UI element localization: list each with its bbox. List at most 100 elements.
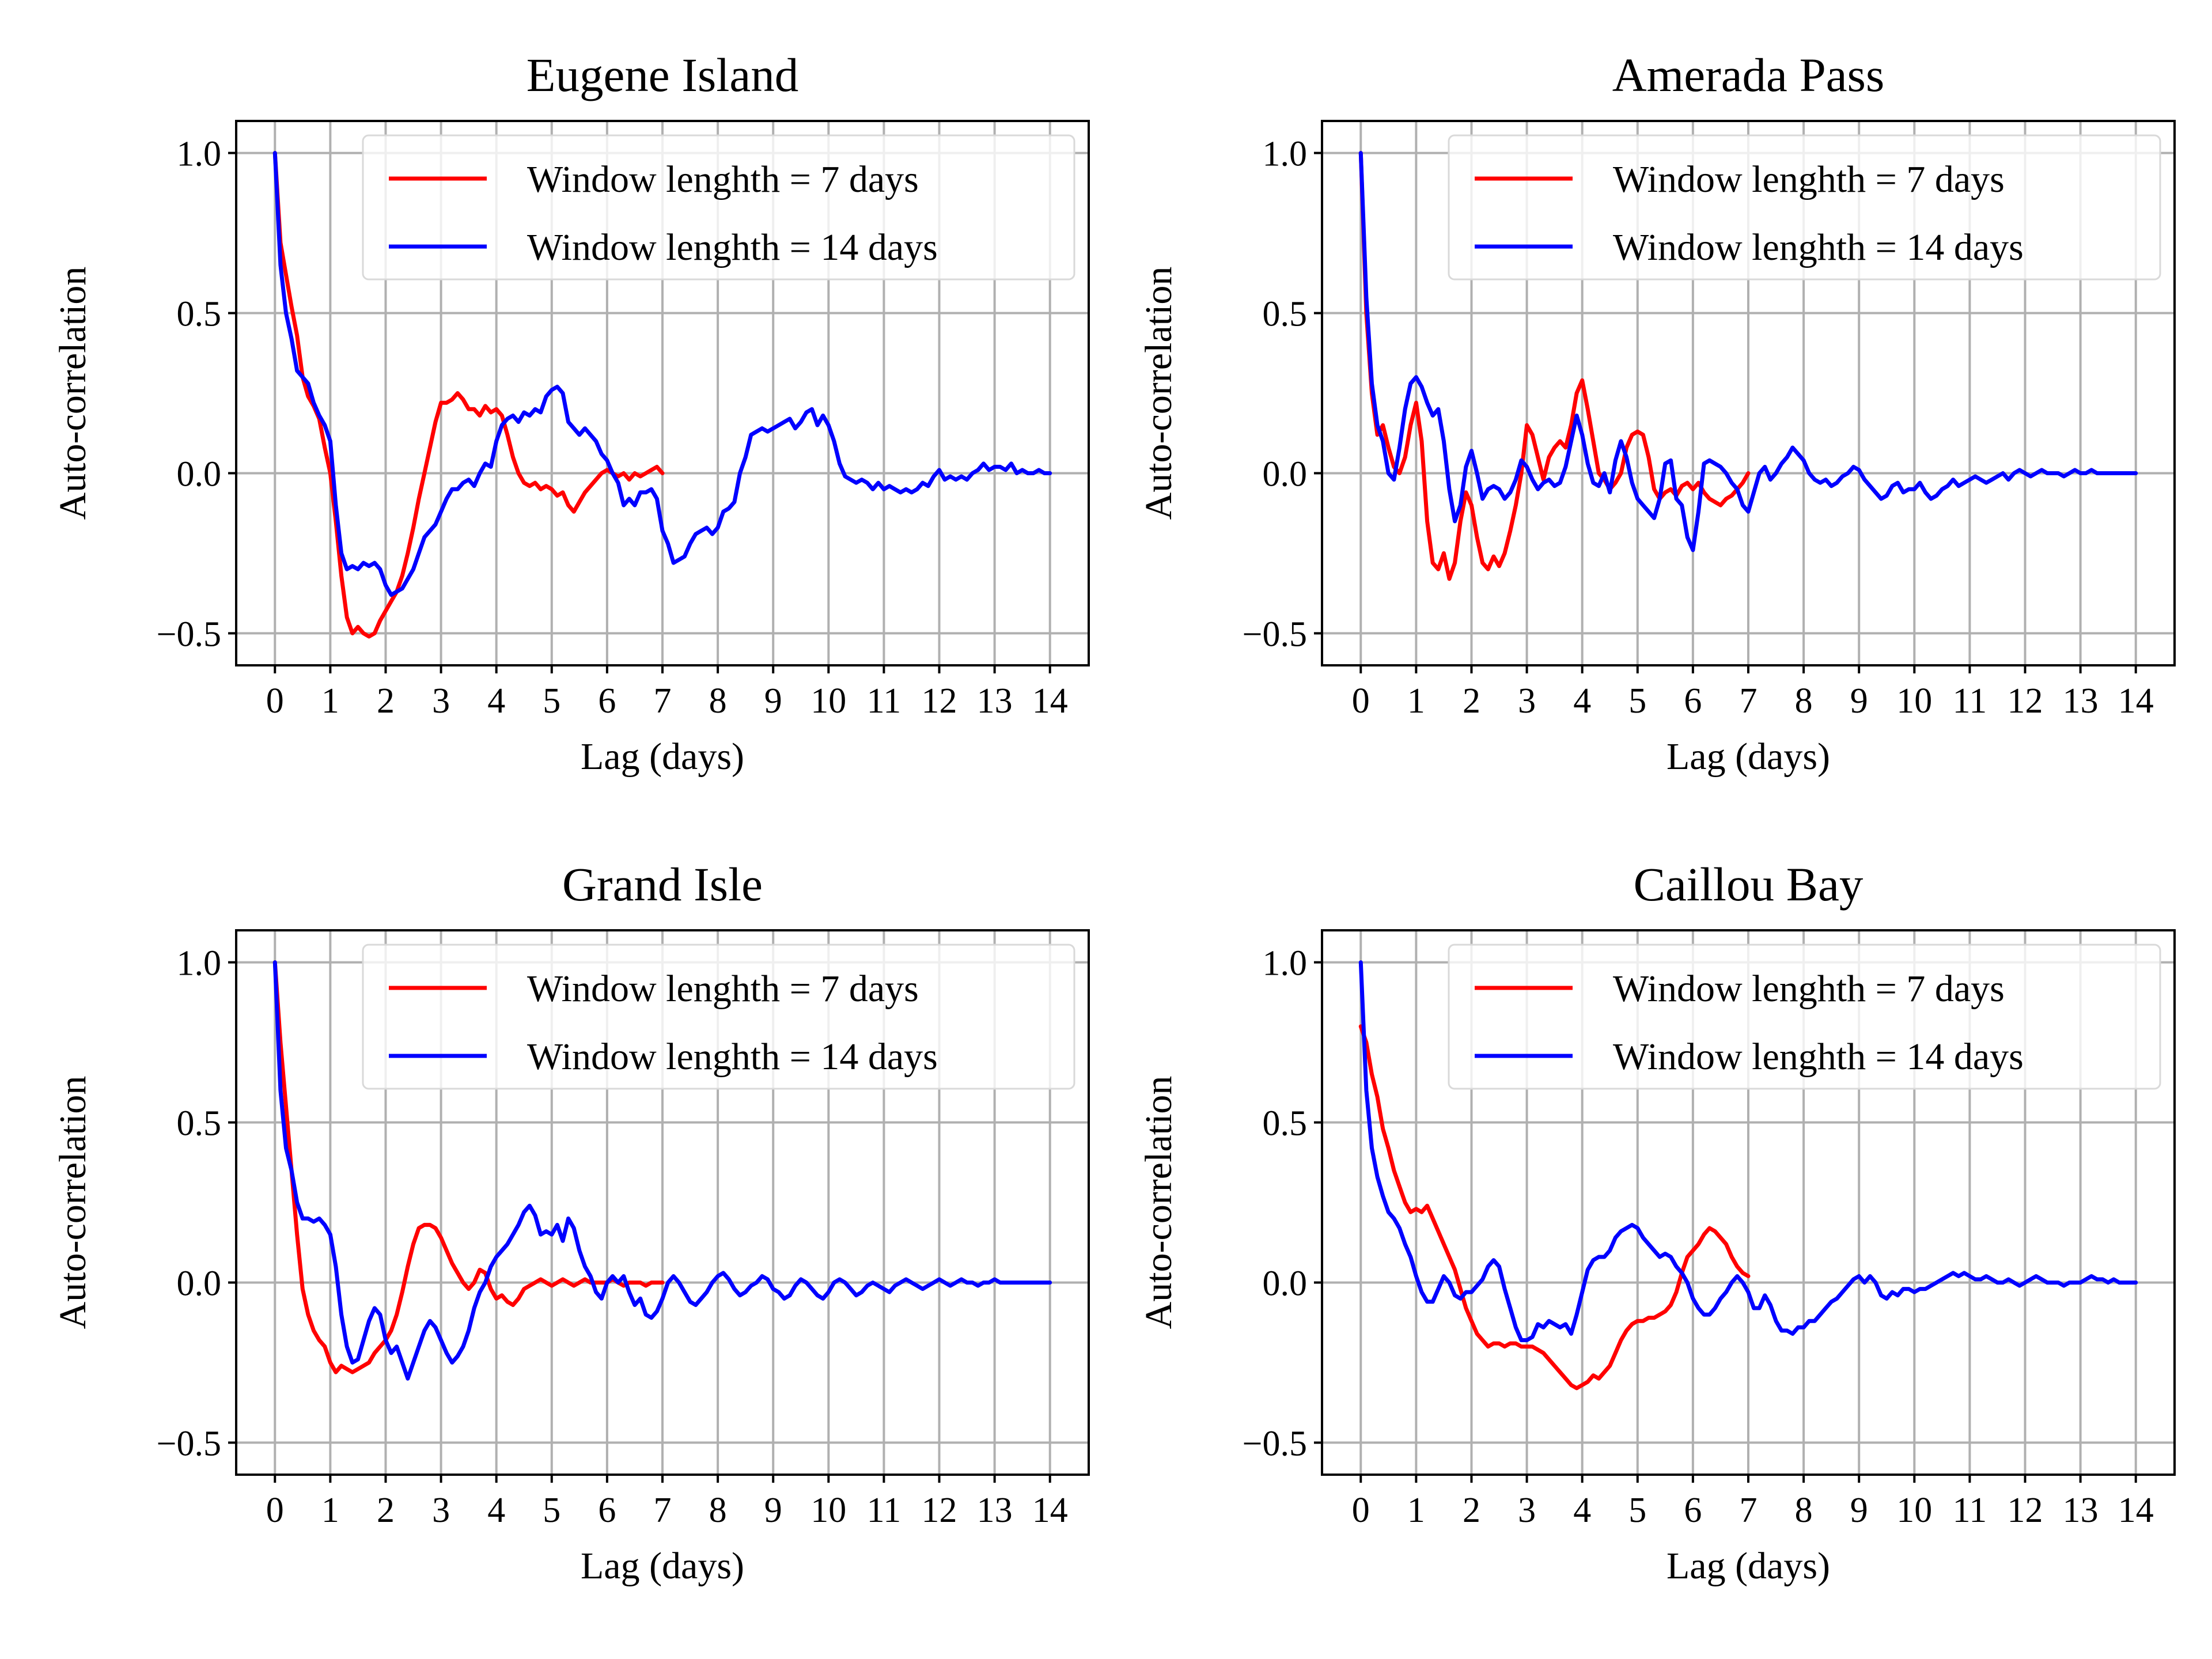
legend: Window lenghth = 7 days Window lenghth = … bbox=[362, 944, 1075, 1090]
x-tick-label: 0 bbox=[1352, 1491, 1370, 1530]
legend: Window lenghth = 7 days Window lenghth = … bbox=[1448, 944, 2161, 1090]
x-tick-label: 3 bbox=[432, 681, 450, 721]
x-tick-label: 7 bbox=[654, 1491, 672, 1530]
legend-box bbox=[362, 944, 1075, 1090]
y-tick-label: −0.5 bbox=[157, 615, 221, 654]
x-tick-label: 14 bbox=[1032, 1491, 1068, 1530]
legend-label: Window lenghth = 14 days bbox=[527, 1036, 938, 1078]
x-tick-label: 9 bbox=[1850, 681, 1868, 721]
series-line-window-7-days bbox=[1358, 1024, 1751, 1391]
y-tick-label: −0.5 bbox=[1243, 1424, 1307, 1463]
legend-box bbox=[1448, 944, 2161, 1090]
x-tick-label: 14 bbox=[2118, 681, 2154, 721]
y-tick-label: 1.0 bbox=[1263, 944, 1308, 983]
y-axis-label: Auto-correlation bbox=[1138, 1076, 1180, 1330]
x-tick-label: 6 bbox=[598, 1491, 616, 1530]
legend-label: Window lenghth = 14 days bbox=[1613, 1036, 2024, 1078]
series-line-window-14-days bbox=[272, 960, 1052, 1381]
legend-label: Window lenghth = 7 days bbox=[527, 158, 919, 200]
x-tick-label: 1 bbox=[321, 681, 339, 721]
x-tick-label: 0 bbox=[266, 1491, 284, 1530]
x-tick-label: 13 bbox=[977, 1491, 1013, 1530]
x-tick-label: 0 bbox=[266, 681, 284, 721]
legend-box bbox=[1448, 134, 2161, 281]
chart-panel-0: 0 1 2 3 4 5 6 7 8 9 10 11 12 13 14−0.50.00.51.0Eugene … bbox=[52, 48, 1090, 778]
x-tick-label: 9 bbox=[1850, 1491, 1868, 1530]
x-tick-label: 11 bbox=[867, 681, 902, 721]
chart-title: Amerada Pass bbox=[1612, 48, 1885, 101]
x-tick-label: 4 bbox=[1573, 681, 1591, 721]
y-tick-label: 0.5 bbox=[1263, 295, 1308, 334]
legend-label: Window lenghth = 7 days bbox=[1613, 158, 2005, 200]
x-tick-label: 10 bbox=[1896, 681, 1932, 721]
y-tick-label: 1.0 bbox=[1263, 135, 1308, 174]
x-tick-label: 9 bbox=[764, 681, 782, 721]
chart-title: Eugene Island bbox=[527, 48, 798, 101]
x-tick-label: 1 bbox=[1407, 1491, 1425, 1530]
x-tick-label: 10 bbox=[810, 681, 846, 721]
chart-panel-3: 0 1 2 3 4 5 6 7 8 9 10 11 12 13 14−0.50.00.51.0Caillou… bbox=[1138, 858, 2176, 1587]
x-tick-label: 11 bbox=[1953, 681, 1987, 721]
y-tick-label: 1.0 bbox=[177, 135, 222, 174]
x-axis-label: Lag (days) bbox=[581, 736, 744, 778]
x-tick-label: 12 bbox=[2008, 1491, 2043, 1530]
y-axis-label: Auto-correlation bbox=[1138, 267, 1180, 520]
x-axis-label: Lag (days) bbox=[1666, 736, 1830, 778]
legend-box bbox=[362, 134, 1075, 281]
x-tick-label: 3 bbox=[1518, 681, 1536, 721]
y-axis-label: Auto-correlation bbox=[52, 1076, 94, 1330]
x-tick-label: 10 bbox=[1896, 1491, 1932, 1530]
x-tick-label: 2 bbox=[377, 1491, 395, 1530]
x-tick-label: 14 bbox=[1032, 681, 1068, 721]
x-tick-label: 14 bbox=[2118, 1491, 2154, 1530]
x-tick-label: 5 bbox=[543, 681, 560, 721]
x-tick-label: 5 bbox=[1628, 681, 1646, 721]
x-tick-label: 7 bbox=[654, 681, 672, 721]
x-tick-label: 6 bbox=[1684, 681, 1702, 721]
y-tick-label: 0.0 bbox=[1263, 1264, 1308, 1303]
y-tick-label: 0.5 bbox=[1263, 1104, 1308, 1143]
x-tick-label: 0 bbox=[1352, 681, 1370, 721]
x-tick-label: 13 bbox=[2063, 681, 2099, 721]
x-tick-label: 2 bbox=[377, 681, 395, 721]
y-tick-label: 0.0 bbox=[177, 1264, 222, 1303]
x-tick-label: 8 bbox=[709, 1491, 727, 1530]
y-tick-label: 0.0 bbox=[177, 454, 222, 494]
x-tick-label: 10 bbox=[810, 1491, 846, 1530]
x-tick-label: 12 bbox=[922, 1491, 957, 1530]
y-tick-label: 0.5 bbox=[177, 295, 222, 334]
x-tick-label: 3 bbox=[432, 1491, 450, 1530]
x-tick-label: 6 bbox=[1684, 1491, 1702, 1530]
legend: Window lenghth = 7 days Window lenghth = … bbox=[1448, 134, 2161, 281]
x-tick-label: 13 bbox=[2063, 1491, 2099, 1530]
x-tick-label: 8 bbox=[709, 681, 727, 721]
x-tick-label: 8 bbox=[1795, 681, 1813, 721]
y-tick-label: 0.0 bbox=[1263, 454, 1308, 494]
x-tick-label: 2 bbox=[1463, 1491, 1480, 1530]
chart-panel-1: 0 1 2 3 4 5 6 7 8 9 10 11 12 13 14−0.50.00.51.0Amerada… bbox=[1138, 48, 2176, 778]
x-tick-label: 6 bbox=[598, 681, 616, 721]
y-tick-label: 1.0 bbox=[177, 944, 222, 983]
series-line-window-14-days bbox=[272, 151, 1052, 597]
legend-label: Window lenghth = 14 days bbox=[1613, 226, 2024, 268]
x-tick-label: 4 bbox=[487, 681, 505, 721]
series-line-window-7-days bbox=[272, 960, 665, 1374]
x-tick-label: 5 bbox=[1628, 1491, 1646, 1530]
y-axis-label: Auto-correlation bbox=[52, 267, 94, 520]
x-tick-label: 4 bbox=[487, 1491, 505, 1530]
y-tick-label: −0.5 bbox=[1243, 615, 1307, 654]
series-line-window-7-days bbox=[272, 151, 665, 639]
x-axis-label: Lag (days) bbox=[581, 1545, 744, 1587]
x-tick-label: 4 bbox=[1573, 1491, 1591, 1530]
legend-label: Window lenghth = 7 days bbox=[527, 968, 919, 1010]
series-line-window-14-days bbox=[1358, 960, 2138, 1342]
chart-title: Caillou Bay bbox=[1634, 858, 1863, 911]
x-tick-label: 12 bbox=[2008, 681, 2043, 721]
x-axis-label: Lag (days) bbox=[1666, 1545, 1830, 1587]
series-line-window-14-days bbox=[1358, 151, 2138, 552]
x-tick-label: 3 bbox=[1518, 1491, 1536, 1530]
x-tick-label: 11 bbox=[1953, 1491, 1987, 1530]
x-tick-label: 13 bbox=[977, 681, 1013, 721]
